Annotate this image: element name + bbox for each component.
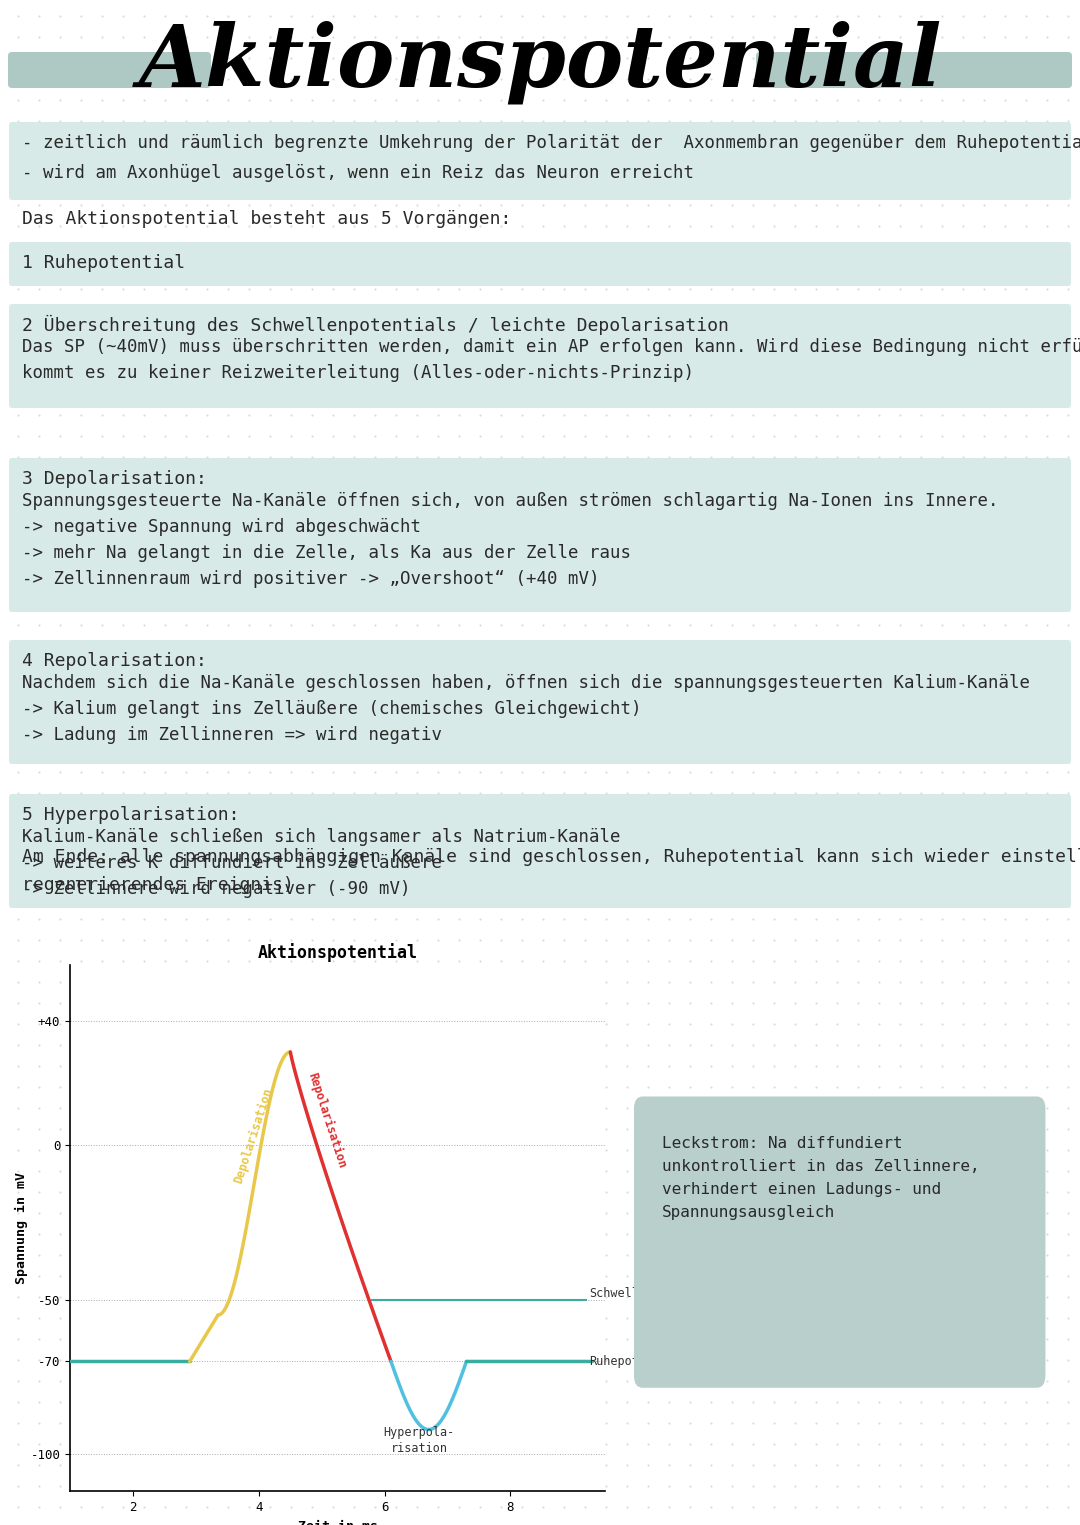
Text: Am Ende: alle spannungsabhängigen Kanäle sind geschlossen, Ruhepotential kann si: Am Ende: alle spannungsabhängigen Kanäle… [22,848,1080,866]
FancyBboxPatch shape [9,640,1071,764]
Text: Schwellenwert: Schwellenwert [589,1287,681,1299]
Text: Leckstrom: Na diffundiert
unkontrolliert in das Zellinnere,
verhindert einen Lad: Leckstrom: Na diffundiert unkontrolliert… [662,1136,980,1220]
Text: 4 Repolarisation:: 4 Repolarisation: [22,653,207,669]
Text: Das SP (~40mV) muss überschritten werden, damit ein AP erfolgen kann. Wird diese: Das SP (~40mV) muss überschritten werden… [22,339,1080,355]
FancyBboxPatch shape [9,795,1071,907]
Text: -> Zellinnere wird negativer (-90 mV): -> Zellinnere wird negativer (-90 mV) [22,880,410,898]
Title: Aktionspotential: Aktionspotential [257,944,418,962]
Text: -> Zellinnenraum wird positiver -> „Overshoot“ (+40 mV): -> Zellinnenraum wird positiver -> „Over… [22,570,599,589]
FancyBboxPatch shape [756,52,1072,88]
Text: regenerierendes Ereignis): regenerierendes Ereignis) [22,875,294,894]
Text: Aktionspotential: Aktionspotential [138,20,942,104]
FancyBboxPatch shape [9,303,1071,409]
Text: -> mehr Na gelangt in die Zelle, als Ka aus der Zelle raus: -> mehr Na gelangt in die Zelle, als Ka … [22,544,631,563]
X-axis label: Zeit in ms: Zeit in ms [297,1520,378,1525]
Text: -> Ladung im Zellinneren => wird negativ: -> Ladung im Zellinneren => wird negativ [22,726,442,744]
Text: Depolarisation: Depolarisation [232,1086,275,1185]
Text: Hyperpola-
risation: Hyperpola- risation [383,1426,455,1455]
Text: Ruhepotential: Ruhepotential [589,1356,681,1368]
FancyBboxPatch shape [8,52,211,88]
Text: kommt es zu keiner Reizweiterleitung (Alles-oder-nichts-Prinzip): kommt es zu keiner Reizweiterleitung (Al… [22,364,694,381]
FancyBboxPatch shape [9,458,1071,612]
Text: Nachdem sich die Na-Kanäle geschlossen haben, öffnen sich die spannungsgesteuert: Nachdem sich die Na-Kanäle geschlossen h… [22,674,1030,692]
Text: 3 Depolarisation:: 3 Depolarisation: [22,470,207,488]
Y-axis label: Spannung in mV: Spannung in mV [15,1173,28,1284]
Text: -> Kalium gelangt ins Zelläußere (chemisches Gleichgewicht): -> Kalium gelangt ins Zelläußere (chemis… [22,700,642,718]
Text: Repolarisation: Repolarisation [306,1071,349,1170]
Text: -> negative Spannung wird abgeschwächt: -> negative Spannung wird abgeschwächt [22,518,421,535]
Text: - wird am Axonhügel ausgelöst, wenn ein Reiz das Neuron erreicht: - wird am Axonhügel ausgelöst, wenn ein … [22,165,694,181]
Text: 1 Ruhepotential: 1 Ruhepotential [22,255,185,271]
Text: Das Aktionspotential besteht aus 5 Vorgängen:: Das Aktionspotential besteht aus 5 Vorgä… [22,210,511,229]
Text: Spannungsgesteuerte Na-Kanäle öffnen sich, von außen strömen schlagartig Na-Ione: Spannungsgesteuerte Na-Kanäle öffnen sic… [22,493,999,509]
Text: -> weiteres K diffundiert ins Zelläußere: -> weiteres K diffundiert ins Zelläußere [22,854,442,872]
Text: 5 Hyperpolarisation:: 5 Hyperpolarisation: [22,807,240,824]
FancyBboxPatch shape [9,242,1071,287]
Text: - zeitlich und räumlich begrenzte Umkehrung der Polarität der  Axonmembran gegen: - zeitlich und räumlich begrenzte Umkehr… [22,134,1080,152]
Text: 2 Überschreitung des Schwellenpotentials / leichte Depolarisation: 2 Überschreitung des Schwellenpotentials… [22,316,729,336]
FancyBboxPatch shape [9,122,1071,200]
Text: Kalium-Kanäle schließen sich langsamer als Natrium-Kanäle: Kalium-Kanäle schließen sich langsamer a… [22,828,621,846]
